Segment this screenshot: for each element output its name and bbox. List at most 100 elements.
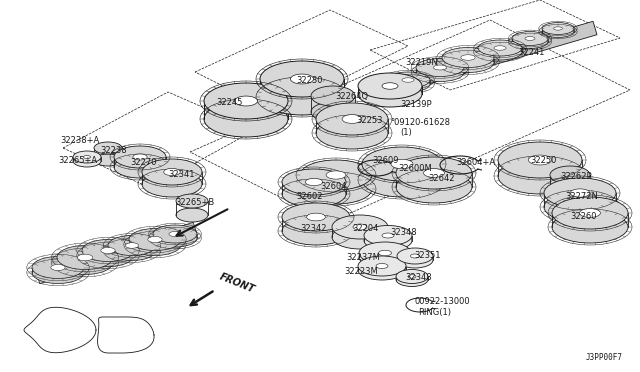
Ellipse shape bbox=[73, 155, 101, 167]
Text: 32342: 32342 bbox=[300, 224, 326, 232]
Ellipse shape bbox=[164, 169, 180, 176]
Ellipse shape bbox=[260, 79, 344, 115]
Text: 00922-13000: 00922-13000 bbox=[415, 298, 470, 307]
Text: 32272N: 32272N bbox=[565, 192, 598, 201]
Ellipse shape bbox=[396, 171, 472, 203]
Text: FRONT: FRONT bbox=[218, 272, 256, 295]
Text: 32238: 32238 bbox=[100, 145, 127, 154]
Ellipse shape bbox=[362, 147, 442, 181]
Polygon shape bbox=[388, 21, 597, 95]
Ellipse shape bbox=[260, 61, 344, 97]
Ellipse shape bbox=[358, 73, 422, 99]
Ellipse shape bbox=[550, 166, 590, 184]
Ellipse shape bbox=[386, 72, 430, 88]
Text: 32223M: 32223M bbox=[344, 267, 378, 276]
Ellipse shape bbox=[353, 224, 367, 230]
Ellipse shape bbox=[176, 194, 208, 208]
Ellipse shape bbox=[525, 36, 535, 41]
Ellipse shape bbox=[512, 35, 548, 48]
Ellipse shape bbox=[402, 78, 414, 82]
Text: 32604+A: 32604+A bbox=[456, 157, 495, 167]
Text: 32237M: 32237M bbox=[346, 253, 380, 263]
Ellipse shape bbox=[51, 264, 65, 270]
Ellipse shape bbox=[342, 115, 362, 124]
Ellipse shape bbox=[153, 225, 197, 243]
Text: 32253: 32253 bbox=[356, 115, 383, 125]
Ellipse shape bbox=[316, 117, 388, 149]
Text: 32348: 32348 bbox=[390, 228, 417, 237]
Ellipse shape bbox=[529, 155, 552, 165]
Ellipse shape bbox=[359, 242, 411, 264]
Text: 32602: 32602 bbox=[296, 192, 323, 201]
Ellipse shape bbox=[153, 229, 197, 247]
Ellipse shape bbox=[282, 181, 346, 207]
Text: 32264Q: 32264Q bbox=[335, 92, 368, 100]
Text: (1): (1) bbox=[400, 128, 412, 137]
Ellipse shape bbox=[382, 83, 398, 89]
Ellipse shape bbox=[176, 208, 208, 222]
Ellipse shape bbox=[552, 211, 628, 243]
Text: 32341: 32341 bbox=[168, 170, 195, 179]
Ellipse shape bbox=[359, 246, 411, 268]
Ellipse shape bbox=[125, 243, 139, 248]
Text: 32609: 32609 bbox=[372, 155, 399, 164]
Ellipse shape bbox=[300, 160, 372, 190]
Ellipse shape bbox=[282, 203, 350, 231]
Ellipse shape bbox=[169, 231, 181, 237]
Ellipse shape bbox=[433, 65, 447, 70]
Text: 32351: 32351 bbox=[414, 251, 440, 260]
Ellipse shape bbox=[358, 260, 406, 280]
Ellipse shape bbox=[82, 244, 134, 266]
Ellipse shape bbox=[478, 40, 522, 56]
Text: 32245: 32245 bbox=[216, 97, 243, 106]
Ellipse shape bbox=[550, 180, 590, 198]
Ellipse shape bbox=[108, 235, 156, 256]
Ellipse shape bbox=[204, 83, 288, 119]
Ellipse shape bbox=[204, 101, 288, 137]
Ellipse shape bbox=[408, 275, 416, 278]
Ellipse shape bbox=[498, 158, 582, 194]
Text: J3PP00F7: J3PP00F7 bbox=[586, 353, 623, 362]
Ellipse shape bbox=[397, 248, 433, 264]
Ellipse shape bbox=[316, 103, 388, 135]
Text: 32348: 32348 bbox=[405, 273, 431, 282]
Ellipse shape bbox=[82, 240, 134, 262]
Ellipse shape bbox=[382, 233, 394, 238]
Ellipse shape bbox=[332, 225, 388, 249]
Text: 32260: 32260 bbox=[570, 212, 596, 221]
Ellipse shape bbox=[305, 179, 323, 186]
Ellipse shape bbox=[397, 252, 433, 268]
Ellipse shape bbox=[416, 64, 464, 81]
Ellipse shape bbox=[554, 27, 563, 30]
Ellipse shape bbox=[544, 178, 616, 208]
Ellipse shape bbox=[416, 58, 464, 77]
Ellipse shape bbox=[396, 269, 428, 283]
Ellipse shape bbox=[101, 247, 115, 254]
Ellipse shape bbox=[461, 55, 475, 60]
Text: 32265+A: 32265+A bbox=[58, 155, 97, 164]
Ellipse shape bbox=[364, 231, 412, 250]
Ellipse shape bbox=[291, 74, 314, 84]
Ellipse shape bbox=[32, 262, 84, 283]
Text: 32270: 32270 bbox=[130, 157, 157, 167]
Ellipse shape bbox=[300, 174, 372, 204]
Ellipse shape bbox=[410, 254, 419, 258]
Ellipse shape bbox=[83, 155, 90, 158]
Ellipse shape bbox=[512, 32, 548, 45]
Ellipse shape bbox=[57, 250, 113, 275]
Text: 32250: 32250 bbox=[530, 155, 556, 164]
Text: °09120-61628: °09120-61628 bbox=[390, 118, 450, 126]
Ellipse shape bbox=[142, 171, 202, 197]
Text: 32241: 32241 bbox=[518, 48, 545, 57]
Text: 32265+B: 32265+B bbox=[175, 198, 214, 206]
Text: 32219N: 32219N bbox=[405, 58, 438, 67]
Ellipse shape bbox=[32, 257, 84, 279]
Text: 32230: 32230 bbox=[296, 76, 323, 84]
Ellipse shape bbox=[542, 22, 574, 35]
Ellipse shape bbox=[570, 189, 590, 197]
Ellipse shape bbox=[498, 142, 582, 178]
Ellipse shape bbox=[282, 217, 350, 245]
Text: 32604: 32604 bbox=[320, 182, 346, 190]
Ellipse shape bbox=[362, 163, 442, 197]
Ellipse shape bbox=[542, 26, 574, 38]
